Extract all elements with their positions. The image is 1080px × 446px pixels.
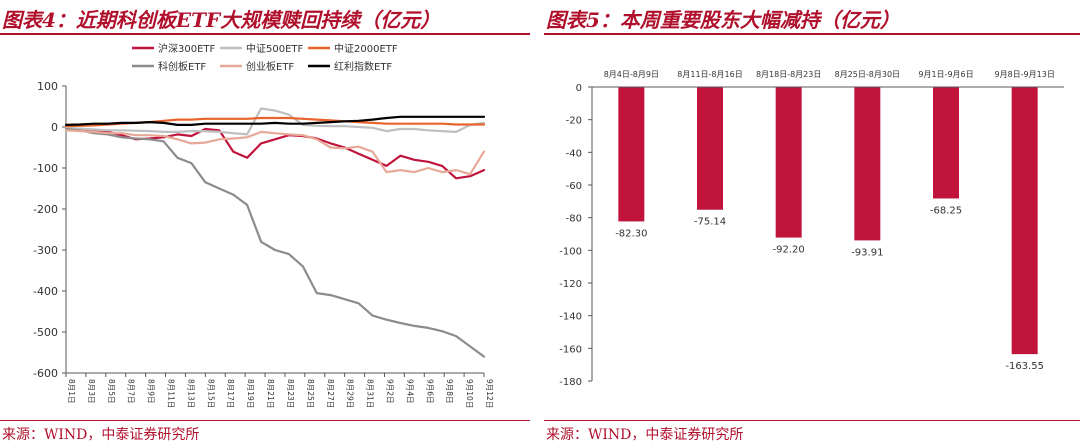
bar-3	[854, 87, 881, 241]
right-source-rule	[544, 420, 1080, 421]
category-label: 9月1日-9月6日	[918, 70, 973, 79]
x-tick-label: 8月5日	[107, 379, 116, 404]
bar-value-label: -68.25	[930, 205, 962, 216]
category-label: 8月18日-8月23日	[756, 70, 821, 79]
x-tick-label: 8月15日	[206, 379, 215, 408]
x-tick-label: 8月1日	[67, 379, 76, 404]
y-tick-label: -100	[559, 246, 582, 257]
bar-5	[1011, 87, 1038, 355]
left-title-bar: 图表4：近期科创板ETF大规模赎回持续（亿元）	[0, 0, 530, 35]
x-tick-label: 8月21日	[266, 379, 275, 408]
category-label: 9月8日-9月13日	[994, 70, 1054, 79]
legend-label-2: 中证2000ETF	[334, 42, 398, 55]
y-tick-label: -500	[33, 326, 58, 339]
x-tick-label: 8月11日	[167, 379, 176, 408]
line-chart-panel: 图表4：近期科创板ETF大规模赎回持续（亿元） 沪深300ETF 中证500ETF…	[0, 0, 530, 446]
series-line-3	[64, 127, 486, 358]
y-tick-label: -20	[566, 116, 582, 127]
x-tick-label: 8月31日	[366, 379, 375, 408]
y-tick-label: -180	[559, 377, 582, 388]
bar-value-label: -75.14	[694, 217, 726, 228]
series-line-5	[64, 115, 486, 127]
y-tick-label: -300	[33, 244, 58, 257]
bar-0	[618, 87, 645, 222]
etf-line-chart: 沪深300ETF 中证500ETF 中证2000ETF 科创板ETF 创业板ETF 红利指…	[33, 42, 494, 408]
right-title-bar: 图表5：本周重要股东大幅减持（亿元）	[544, 0, 1080, 35]
bar-value-label: -92.20	[773, 245, 805, 256]
left-chart-title: 图表4：近期科创板ETF大规模赎回持续（亿元）	[2, 8, 441, 32]
legend-label-3: 科创板ETF	[158, 60, 206, 73]
series-line-4	[64, 129, 486, 176]
x-tick-label: 8月23日	[286, 379, 295, 408]
left-source: 来源：WIND，中泰证券研究所	[2, 427, 200, 443]
x-tick-label: 8月9日	[147, 379, 156, 404]
legend-label-1: 中证500ETF	[246, 42, 304, 55]
right-chart-title: 图表5：本周重要股东大幅减持（亿元）	[546, 8, 900, 32]
x-tick-label: 8月17日	[226, 379, 235, 408]
x-tick-label: 8月7日	[127, 379, 136, 404]
bar-1	[697, 87, 723, 210]
x-tick-label: 9月6日	[425, 379, 434, 404]
y-tick-label: -40	[566, 148, 582, 159]
y-tick-label: -160	[559, 344, 582, 355]
legend-label-0: 沪深300ETF	[158, 42, 216, 55]
y-tick-label: 0	[576, 83, 582, 94]
y-tick-label: -60	[566, 181, 582, 192]
y-tick-label: -100	[33, 162, 58, 175]
bar-chart-panel: 图表5：本周重要股东大幅减持（亿元） 0 -20 -40 -60 -80 -100 -120…	[544, 0, 1080, 446]
x-tick-label: 9月4日	[405, 379, 414, 404]
left-source-rule	[0, 420, 530, 421]
series-line-1	[64, 107, 486, 136]
bar-value-label: -93.91	[851, 247, 883, 258]
x-tick-label: 9月2日	[385, 379, 394, 404]
legend-label-4: 创业板ETF	[246, 60, 294, 73]
x-tick-label: 9月8日	[445, 379, 454, 404]
y-tick-label: 0	[51, 121, 58, 134]
x-tick-label: 9月12日	[485, 379, 494, 408]
right-source: 来源：WIND，中泰证券研究所	[546, 427, 744, 443]
bar-2	[775, 87, 802, 238]
holder-reduction-bar-chart: 0 -20 -40 -60 -80 -100 -120 -140 -160 -180 8月4日-8月…	[559, 70, 1064, 388]
bar-value-label: -163.55	[1005, 361, 1044, 372]
y-tick-label: -120	[559, 279, 582, 290]
bar-value-label: -82.30	[615, 228, 647, 239]
y-tick-label: -200	[33, 203, 58, 216]
x-tick-label: 8月29日	[346, 379, 355, 408]
category-label: 8月25日-8月30日	[835, 70, 900, 79]
y-tick-label: -600	[33, 367, 58, 380]
x-tick-label: 8月13日	[186, 379, 195, 408]
y-tick-label: -80	[566, 214, 582, 225]
x-tick-label: 8月25日	[306, 379, 315, 408]
x-tick-label: 8月27日	[326, 379, 335, 408]
x-tick-label: 9月10日	[465, 379, 474, 408]
x-tick-label: 8月19日	[246, 379, 255, 408]
y-tick-label: 100	[37, 80, 58, 93]
category-label: 8月11日-8月16日	[677, 70, 742, 79]
right-title-rule	[544, 33, 1080, 35]
bar-4	[933, 87, 959, 199]
y-tick-label: -140	[559, 312, 582, 323]
y-tick-label: -400	[33, 285, 58, 298]
x-tick-label: 8月3日	[87, 379, 96, 404]
left-title-rule	[0, 33, 530, 35]
legend-label-5: 红利指数ETF	[334, 60, 392, 73]
category-label: 8月4日-8月9日	[604, 70, 659, 79]
